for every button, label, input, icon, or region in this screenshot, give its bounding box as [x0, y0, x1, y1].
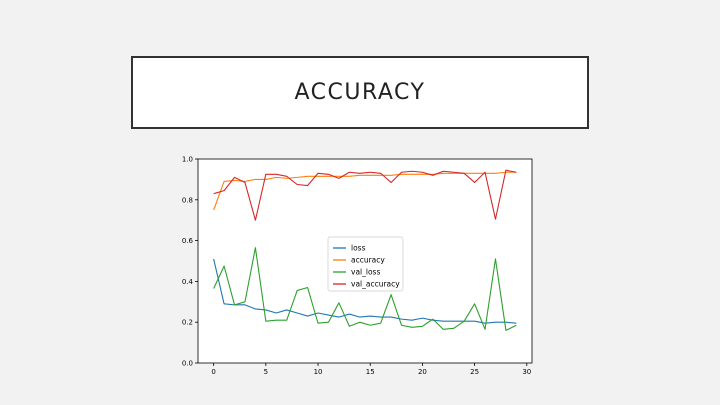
y-tick-label: 0.8: [182, 196, 193, 204]
legend-box: [327, 236, 404, 292]
y-tick-label: 0.2: [182, 319, 193, 327]
y-tick-label: 0.6: [182, 237, 194, 245]
x-tick-label: 25: [470, 368, 479, 376]
slide-title: ACCURACY: [294, 80, 426, 105]
series-line-val-loss: [213, 247, 517, 331]
y-axis: 0.0 0.2 0.4 0.6 0.8 1.0: [182, 156, 198, 368]
y-tick-label: 0.0: [182, 360, 193, 368]
accuracy-line-chart: 0 5 10 15 20 25 30 0.0 0.2 0.4 0.6 0.8 1.0 loss accu…: [182, 156, 533, 376]
series-layer: [213, 169, 517, 331]
y-tick-label: 0.4: [182, 278, 194, 286]
x-tick-label: 15: [366, 368, 375, 376]
x-tick-label: 10: [314, 368, 323, 376]
series-line-accuracy: [213, 171, 517, 211]
series-line-val-accuracy: [213, 169, 517, 221]
x-tick-label: 5: [264, 368, 268, 376]
title-box: ACCURACY: [131, 56, 589, 129]
legend-label-accuracy: accuracy: [351, 256, 385, 265]
x-tick-label: 0: [211, 368, 215, 376]
legend: loss accuracy val_loss val_accuracy: [327, 236, 404, 292]
x-tick-label: 30: [522, 368, 531, 376]
y-tick-label: 1.0: [182, 156, 193, 164]
x-tick-label: 20: [418, 368, 427, 376]
legend-label-val-loss: val_loss: [351, 268, 380, 277]
legend-label-loss: loss: [351, 244, 366, 253]
x-axis: 0 5 10 15 20 25 30: [211, 363, 531, 376]
legend-label-val-accuracy: val_accuracy: [351, 280, 400, 289]
